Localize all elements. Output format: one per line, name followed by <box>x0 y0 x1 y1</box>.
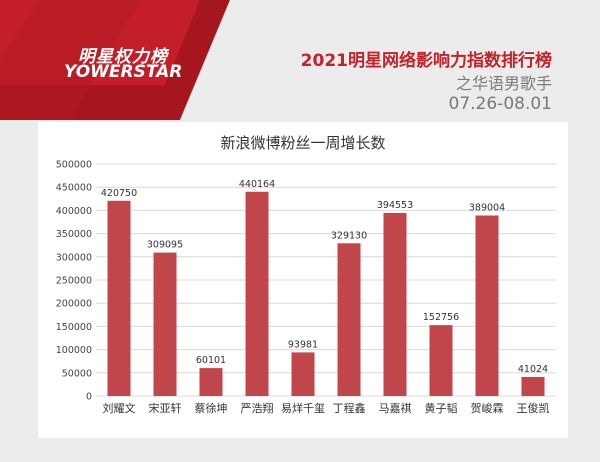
bar <box>291 352 315 396</box>
x-tick-label: 刘耀文 <box>103 401 136 415</box>
date-range: 07.26-08.01 <box>448 94 552 114</box>
x-tick-label: 蔡徐坤 <box>195 401 228 415</box>
y-tick-label: 200000 <box>56 299 92 310</box>
data-label: 394553 <box>377 200 413 211</box>
bar <box>337 243 361 396</box>
logo-banner <box>0 0 600 120</box>
bar-chart: 新浪微博粉丝一周增长数 0 50000 100000 150000 200000 2500… <box>56 134 556 415</box>
bar <box>429 325 453 396</box>
bar <box>107 200 131 396</box>
data-label: 41024 <box>518 364 548 375</box>
x-tick-label: 黄子韬 <box>425 401 458 415</box>
data-label: 60101 <box>196 355 226 366</box>
page-subtitle: 之华语男歌手 <box>455 74 552 93</box>
x-tick-label: 马嘉祺 <box>379 401 412 415</box>
data-label: 329130 <box>331 230 367 241</box>
x-tick-label: 易烊千玺 <box>281 401 325 415</box>
x-tick-label: 王俊凯 <box>517 401 550 415</box>
x-tick-label: 丁程鑫 <box>333 401 366 415</box>
bar <box>245 191 269 396</box>
data-label: 152756 <box>423 312 459 323</box>
bar <box>521 376 545 396</box>
data-label: 309095 <box>147 240 183 251</box>
data-label: 420750 <box>101 188 137 199</box>
data-label: 93981 <box>288 339 318 350</box>
y-tick-label: 100000 <box>56 345 92 356</box>
y-tick-label: 50000 <box>62 368 92 379</box>
page-title: 2021明星网络影响力指数排行榜 <box>300 51 552 71</box>
chart-panel: 新浪微博粉丝一周增长数 0 50000 100000 150000 200000 2500… <box>38 122 568 438</box>
bar <box>199 368 223 396</box>
x-tick-label: 宋亚轩 <box>149 401 182 415</box>
y-tick-label: 0 <box>86 392 92 403</box>
header: 明星权力榜 YOWERSTAR 2021明星网络影响力指数排行榜 之华语男歌手 … <box>0 0 600 120</box>
y-tick-label: 350000 <box>56 229 92 240</box>
data-label: 389004 <box>469 203 505 214</box>
bar <box>383 212 407 396</box>
bar <box>153 252 177 396</box>
chart-title: 新浪微博粉丝一周增长数 <box>220 134 385 152</box>
y-tick-label: 500000 <box>56 160 92 171</box>
x-tick-label: 贺峻霖 <box>471 401 504 415</box>
logo-en: YOWERSTAR <box>64 62 183 82</box>
y-tick-label: 400000 <box>56 206 92 217</box>
y-tick-label: 450000 <box>56 183 92 194</box>
x-tick-label: 严浩翔 <box>241 401 274 415</box>
data-label: 440164 <box>239 179 275 190</box>
bar <box>475 215 499 396</box>
logo-cn: 明星权力榜 <box>78 47 168 67</box>
y-tick-label: 150000 <box>56 322 92 333</box>
y-tick-label: 250000 <box>56 276 92 287</box>
y-tick-label: 300000 <box>56 252 92 263</box>
